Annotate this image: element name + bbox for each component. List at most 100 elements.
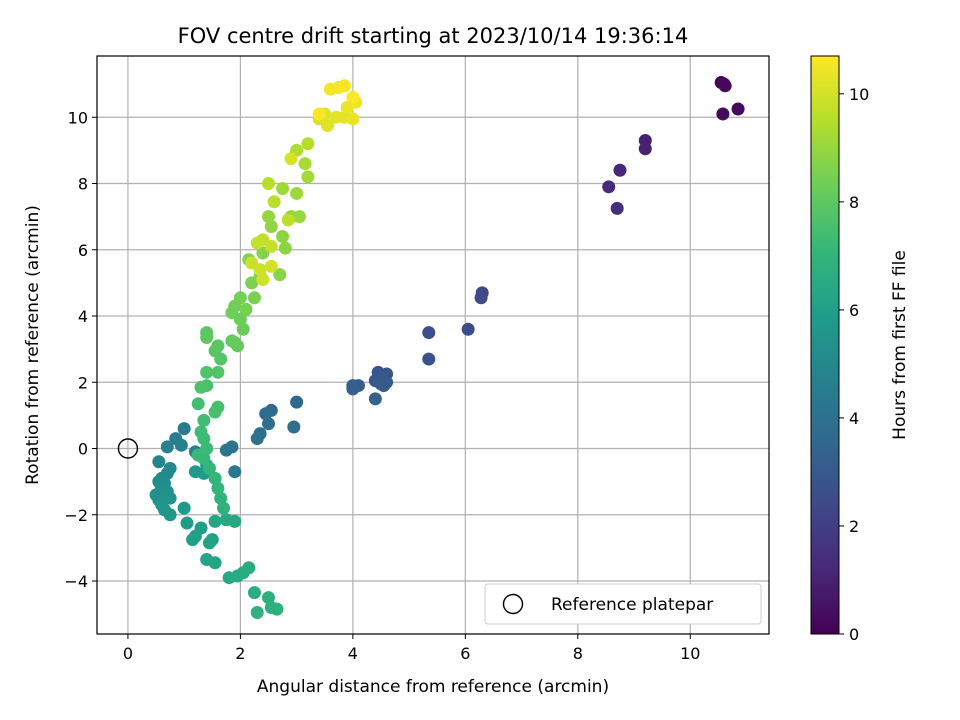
y-tick-label: −4	[64, 572, 88, 591]
data-point	[278, 241, 292, 255]
data-point	[202, 461, 216, 475]
legend-entry-reference: Reference platepar	[551, 595, 713, 615]
data-point	[250, 432, 264, 446]
data-point	[202, 536, 216, 550]
data-point	[250, 236, 264, 250]
data-point	[228, 336, 242, 350]
colorbar-gradient	[810, 55, 840, 635]
x-tick-label: 4	[348, 644, 358, 663]
data-point	[197, 413, 211, 427]
data-point	[718, 79, 732, 93]
data-point	[228, 465, 242, 479]
data-point	[233, 291, 247, 305]
x-tick-label: 6	[460, 644, 470, 663]
x-axis-ticks: 0 2 4 6 8 10	[123, 634, 700, 663]
x-tick-label: 2	[235, 644, 245, 663]
data-point	[177, 422, 191, 436]
data-point	[191, 397, 205, 411]
data-point	[284, 152, 298, 166]
reference-platepar-marker	[117, 438, 139, 459]
data-point	[253, 263, 267, 277]
y-tick-label: 2	[78, 373, 88, 392]
data-point	[716, 107, 730, 121]
data-point	[312, 107, 326, 121]
data-point	[321, 119, 335, 133]
x-tick-label: 8	[573, 644, 583, 663]
y-axis-label: Rotation from reference (arcmin)	[23, 205, 43, 485]
data-point	[163, 508, 177, 522]
data-point	[180, 516, 194, 530]
y-tick-label: 6	[78, 241, 88, 260]
y-tick-label: −2	[64, 506, 88, 525]
y-axis-ticks: −4 −2 0 2 4 6 8 10	[64, 108, 97, 591]
colorbar-tick-label: 4	[849, 409, 859, 428]
data-point	[186, 533, 200, 547]
data-point	[461, 322, 475, 336]
colorbar-tick-label: 8	[849, 193, 859, 212]
data-point	[262, 210, 276, 224]
y-tick-label: 0	[78, 440, 88, 459]
colorbar-ticks: 0 2 4 6 8 10	[839, 85, 869, 644]
data-point	[262, 591, 276, 605]
data-point	[287, 420, 301, 434]
data-point	[211, 481, 225, 495]
data-point	[474, 291, 488, 305]
x-tick-label: 0	[123, 644, 133, 663]
colorbar: 0 2 4 6 8 10 Hours from first FF file	[810, 55, 910, 644]
data-point	[214, 491, 228, 505]
data-point	[346, 90, 360, 104]
data-point	[200, 442, 214, 456]
data-point	[290, 395, 304, 409]
data-point	[602, 180, 616, 194]
data-point	[259, 407, 273, 421]
data-point	[177, 501, 191, 515]
data-point	[276, 181, 290, 195]
data-point	[267, 195, 281, 209]
data-point	[228, 514, 242, 528]
y-tick-label: 4	[78, 307, 88, 326]
data-point	[323, 82, 337, 96]
data-point	[208, 471, 222, 485]
x-axis-label: Angular distance from reference (arcmin)	[257, 677, 609, 697]
data-point	[346, 382, 360, 396]
y-tick-label: 8	[78, 175, 88, 194]
data-point	[247, 291, 261, 305]
colorbar-tick-label: 6	[849, 301, 859, 320]
plot-frame	[96, 55, 770, 635]
data-point	[264, 239, 278, 253]
data-point	[200, 365, 214, 379]
data-point	[301, 170, 315, 184]
data-point	[301, 137, 315, 151]
colorbar-label: Hours from first FF file	[890, 250, 910, 440]
data-point	[731, 102, 745, 116]
data-point	[211, 339, 225, 353]
data-point	[264, 259, 278, 273]
data-point	[200, 331, 214, 345]
data-point	[276, 230, 290, 244]
data-point	[219, 443, 233, 457]
data-point	[208, 556, 222, 570]
data-point	[242, 561, 256, 575]
colorbar-tick-label: 10	[849, 85, 869, 104]
data-points	[149, 75, 745, 619]
data-point	[422, 352, 436, 366]
data-point	[217, 501, 231, 515]
data-point	[262, 417, 276, 431]
y-tick-label: 10	[68, 108, 88, 127]
data-point	[194, 380, 208, 394]
x-tick-label: 10	[680, 644, 700, 663]
legend-box	[484, 583, 762, 625]
data-point	[208, 514, 222, 528]
data-point	[211, 400, 225, 414]
data-point	[290, 186, 304, 200]
chart-title: FOV centre drift starting at 2023/10/14 …	[178, 24, 689, 48]
colorbar-tick-label: 2	[849, 517, 859, 536]
data-point	[236, 322, 250, 336]
data-point	[250, 605, 264, 619]
data-point	[256, 273, 270, 287]
data-point	[262, 177, 276, 191]
data-point	[638, 142, 652, 156]
data-point	[247, 586, 261, 600]
data-point	[368, 392, 382, 406]
